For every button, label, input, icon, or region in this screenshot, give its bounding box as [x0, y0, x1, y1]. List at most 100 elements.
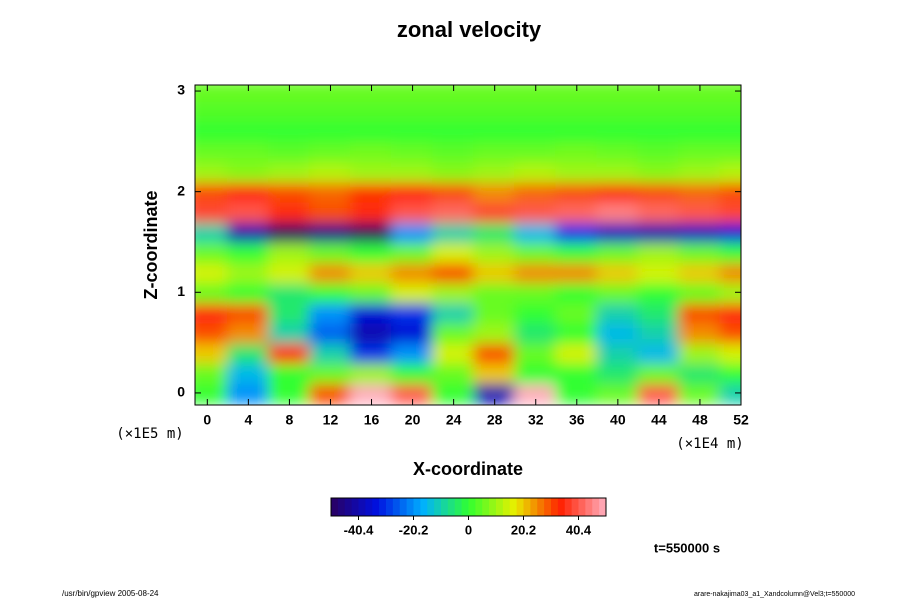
- cell: [555, 120, 599, 143]
- cell: [719, 361, 741, 384]
- cell: [678, 381, 722, 404]
- cell: [678, 120, 722, 143]
- cell: [678, 140, 722, 163]
- cell: [350, 321, 394, 344]
- cell: [350, 85, 394, 103]
- footer-right: arare-nakajima03_a1_Xandcolumn@Vel3;t=55…: [694, 591, 855, 598]
- colorbar-swatch: [585, 498, 593, 516]
- cell: [432, 160, 476, 183]
- colorbar-swatch: [551, 498, 559, 516]
- cell: [555, 180, 599, 203]
- cell: [391, 281, 435, 304]
- colorbar-swatch: [372, 498, 380, 516]
- colorbar-swatch: [509, 498, 518, 516]
- colorbar-tick-label: 40.4: [566, 522, 592, 537]
- cell: [596, 160, 640, 183]
- colorbar-swatch: [489, 498, 497, 516]
- cell: [308, 140, 352, 163]
- cell: [637, 85, 681, 103]
- cell: [308, 220, 352, 243]
- cell: [432, 200, 476, 223]
- cell: [596, 140, 640, 163]
- cell: [514, 361, 558, 384]
- y-unit-label: (×1E5 m): [116, 426, 183, 442]
- cell: [308, 301, 352, 324]
- cell: [678, 100, 722, 123]
- x-tick-label: 4: [244, 412, 252, 428]
- x-tick-label: 32: [528, 412, 544, 428]
- cell: [391, 321, 435, 344]
- cell: [637, 341, 681, 364]
- cell: [267, 85, 311, 103]
- colorbar-swatch: [413, 498, 421, 516]
- cell: [514, 140, 558, 163]
- cell: [555, 341, 599, 364]
- colorbar-tick-label: -20.2: [399, 522, 429, 537]
- cell: [514, 240, 558, 264]
- cell: [391, 341, 435, 364]
- cell: [267, 100, 311, 123]
- cell: [195, 240, 229, 264]
- cell: [195, 120, 229, 143]
- field: [195, 85, 741, 404]
- cell: [226, 261, 270, 284]
- cell: [719, 381, 741, 404]
- cell: [391, 120, 435, 143]
- cell: [596, 341, 640, 364]
- colorbar-swatch: [468, 498, 476, 516]
- cell: [719, 85, 741, 103]
- cell: [596, 361, 640, 384]
- cell: [514, 120, 558, 143]
- cell: [432, 321, 476, 344]
- cell: [350, 341, 394, 364]
- colorbar-swatch: [578, 498, 586, 516]
- cell: [391, 381, 435, 404]
- cell: [719, 261, 741, 284]
- cell: [350, 100, 394, 123]
- cell: [473, 301, 517, 324]
- cell: [473, 100, 517, 123]
- cell: [637, 220, 681, 243]
- cell: [719, 321, 741, 344]
- cell: [350, 361, 394, 384]
- cell: [267, 301, 311, 324]
- cell: [350, 261, 394, 284]
- colorbar-swatch: [406, 498, 414, 516]
- colorbar-swatch: [379, 498, 387, 516]
- cell: [555, 85, 599, 103]
- cell: [719, 160, 741, 183]
- cell: [719, 301, 741, 324]
- cell: [596, 180, 640, 203]
- cell: [514, 341, 558, 364]
- cell: [432, 140, 476, 163]
- cell: [637, 140, 681, 163]
- colorbar-swatch: [502, 498, 511, 516]
- cell: [555, 301, 599, 324]
- cell: [678, 85, 722, 103]
- plot-frame: [194, 84, 742, 406]
- cell: [226, 180, 270, 203]
- cell: [432, 261, 476, 284]
- colorbar-tick-label: -40.4: [344, 522, 374, 537]
- chart-title: zonal velocity: [397, 17, 542, 42]
- cell: [308, 160, 352, 183]
- cell: [267, 240, 311, 264]
- cell: [473, 220, 517, 243]
- cell: [195, 100, 229, 123]
- cell: [267, 361, 311, 384]
- cell: [432, 100, 476, 123]
- cell: [473, 341, 517, 364]
- cell: [267, 120, 311, 143]
- x-tick-label: 24: [446, 412, 462, 428]
- cell: [432, 120, 476, 143]
- x-tick-label: 16: [364, 412, 380, 428]
- cell: [391, 261, 435, 284]
- colorbar-swatch: [365, 498, 373, 516]
- cell: [555, 160, 599, 183]
- cell: [678, 261, 722, 284]
- cell: [267, 281, 311, 304]
- colorbar: -40.4 -20.2 0 20.2 40.4: [330, 497, 607, 537]
- cell: [350, 140, 394, 163]
- cell: [555, 361, 599, 384]
- cell: [596, 301, 640, 324]
